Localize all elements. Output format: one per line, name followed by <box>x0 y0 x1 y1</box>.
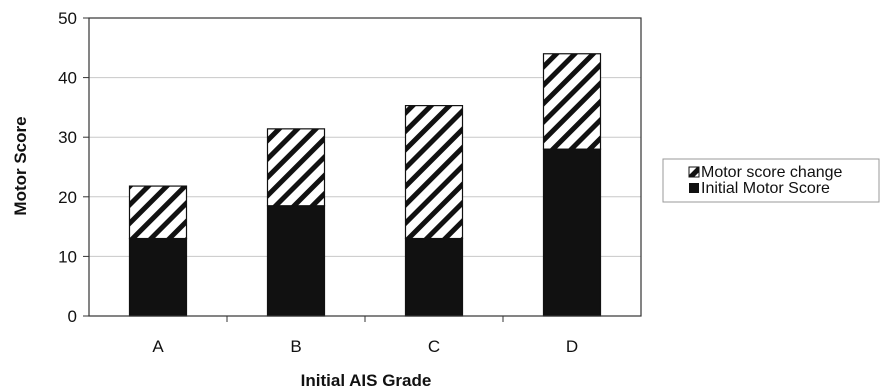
y-tick-label-10: 10 <box>58 247 77 266</box>
y-tick-label-30: 30 <box>58 128 77 147</box>
bar-a-motor-score-change <box>128 185 188 240</box>
legend-swatch-initial-motor-score <box>689 183 699 193</box>
y-tick-label-20: 20 <box>58 188 77 207</box>
legend-box <box>662 158 880 203</box>
bar-b-initial-motor-score <box>266 205 326 317</box>
x-axis-title: Initial AIS Grade <box>301 371 432 390</box>
legend-label-motor-score-change: Motor score change <box>701 164 843 181</box>
y-axis-title: Motor Score <box>11 116 30 215</box>
x-tick-label-b: B <box>290 337 301 356</box>
y-tick-label-50: 50 <box>58 9 77 28</box>
y-tick-label-40: 40 <box>58 69 77 88</box>
bar-d-motor-score-change <box>542 53 602 150</box>
bar-a-initial-motor-score <box>128 237 188 317</box>
y-tick-labels: 0 10 20 30 40 50 <box>58 9 77 326</box>
bar-c-initial-motor-score <box>404 237 464 317</box>
bar-c-motor-score-change <box>404 105 464 240</box>
x-tick-label-d: D <box>566 337 578 356</box>
bars <box>128 53 602 317</box>
legend-label-initial-motor-score: Initial Motor Score <box>701 180 830 197</box>
bar-b-motor-score-change <box>266 128 326 207</box>
legend: Motor score change Initial Motor Score <box>662 158 880 203</box>
axes <box>83 17 642 322</box>
legend-swatch-motor-score-change <box>688 166 700 178</box>
y-tick-label-0: 0 <box>68 307 77 326</box>
bar-d-initial-motor-score <box>542 148 602 317</box>
x-tick-label-c: C <box>428 337 440 356</box>
x-tick-label-a: A <box>152 337 164 356</box>
x-tick-labels: A B C D <box>152 337 578 356</box>
